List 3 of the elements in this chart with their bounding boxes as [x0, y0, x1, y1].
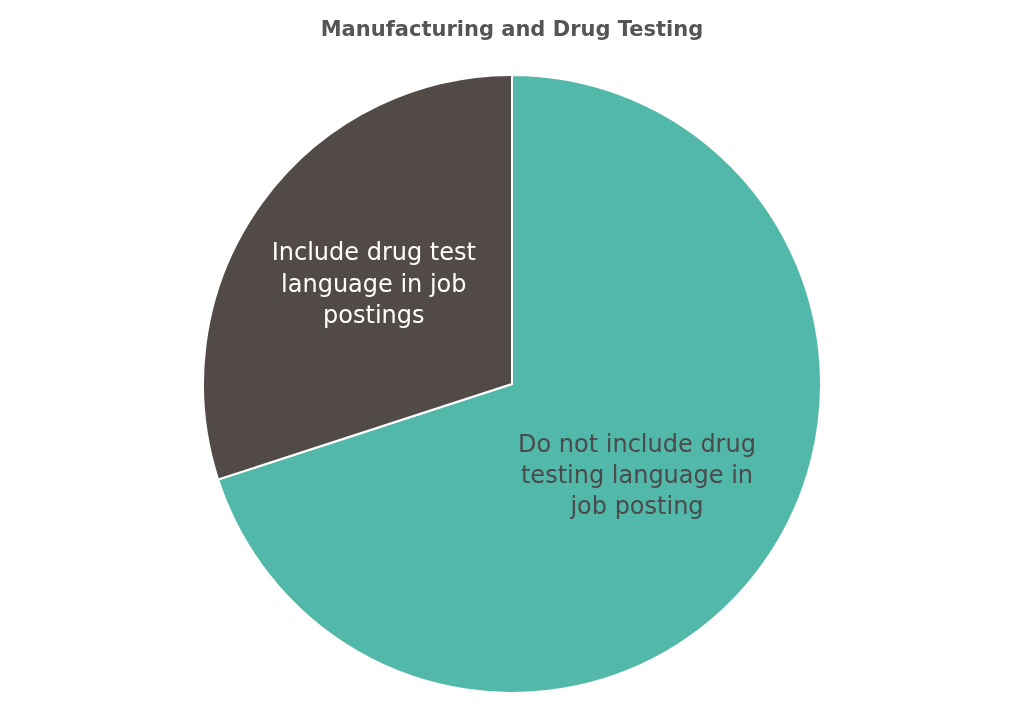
chart-title: Manufacturing and Drug Testing	[320, 17, 704, 42]
slice-label: Do not include drug testing language in job posting	[518, 429, 756, 521]
slice-label: Include drug test language in job postings	[271, 238, 476, 329]
